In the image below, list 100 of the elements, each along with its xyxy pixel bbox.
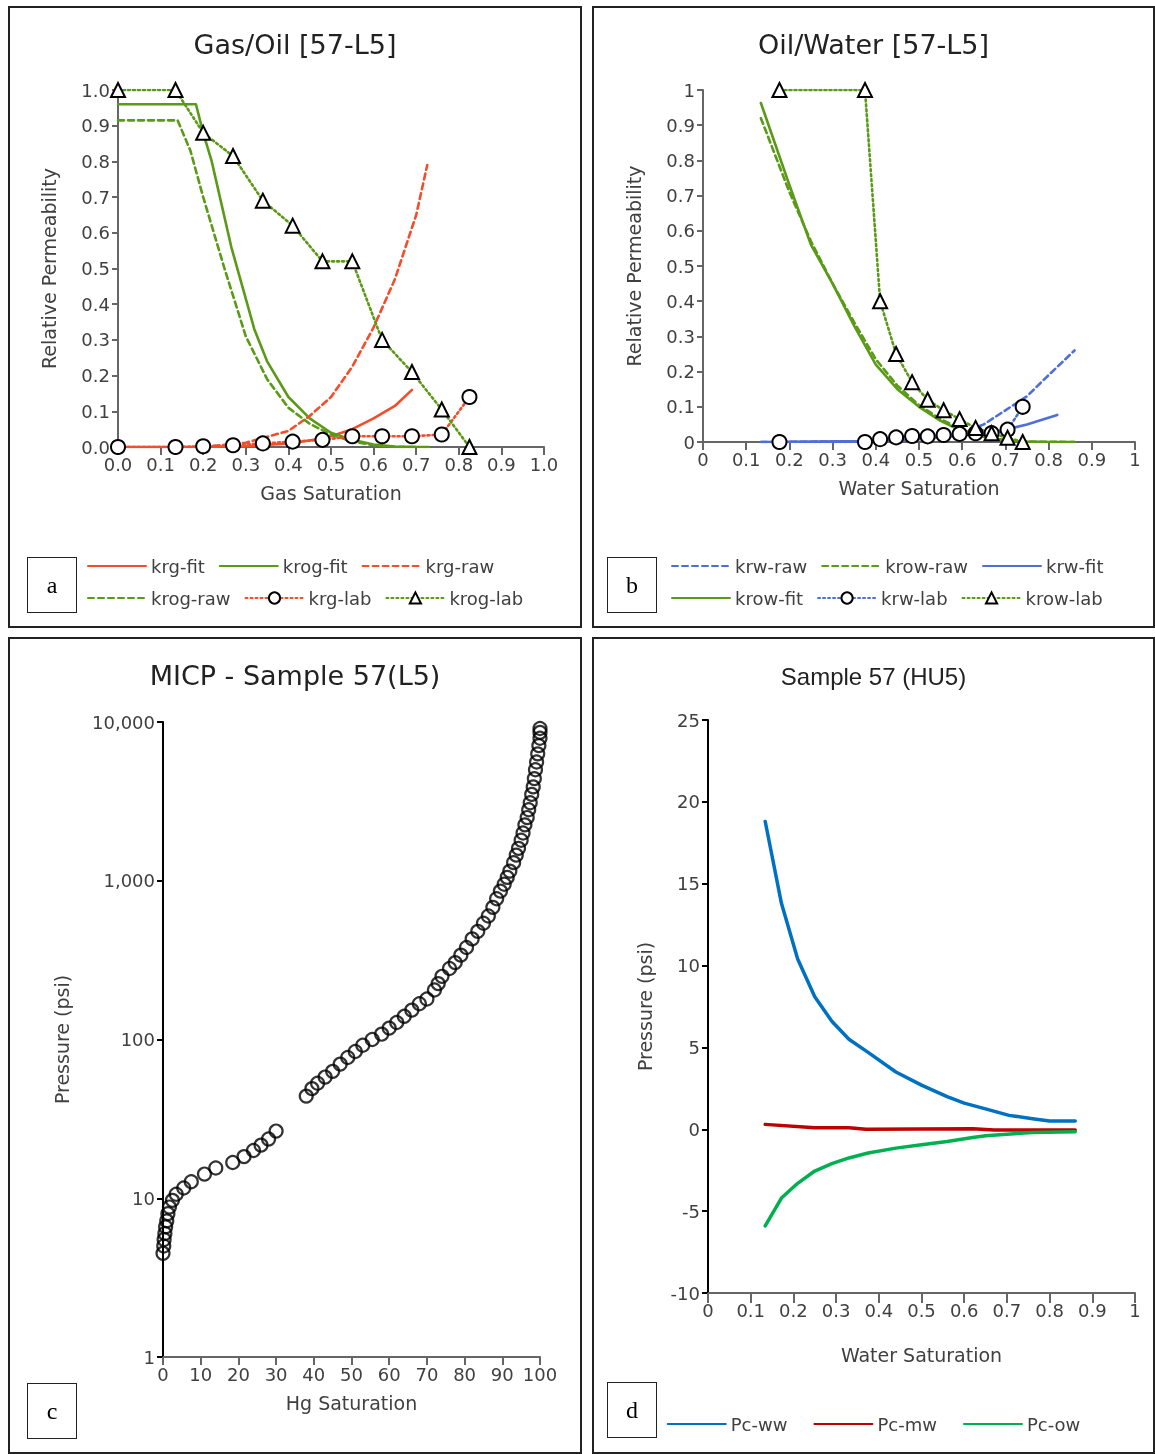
x-axis-title: Water Saturation [840, 1343, 1003, 1366]
x-tick-label: 0.6 [359, 453, 388, 475]
x-tick-label: 0.9 [1077, 448, 1107, 470]
chart-title: Gas/Oil [57-L5] [193, 29, 397, 60]
y-tick-label: 10 [132, 1187, 155, 1209]
x-tick-label: 30 [264, 1363, 288, 1385]
legend-label: krog-lab [449, 587, 524, 609]
x-tick-label: 0.7 [401, 453, 431, 475]
x-tick-label: 0.6 [949, 1299, 979, 1321]
y-tick-label: 0.4 [81, 293, 110, 315]
legend-label: Pc-ow [1026, 1413, 1081, 1435]
text: d [607, 1382, 657, 1438]
y-tick-label: 0.9 [666, 114, 695, 136]
x-axis-title: Hg Saturation [285, 1391, 418, 1414]
legend-label: krw-lab [881, 587, 948, 609]
y-tick-label: 25 [677, 709, 700, 731]
x-tick-label: 50 [340, 1363, 363, 1385]
x-tick-label: 0.5 [316, 453, 346, 475]
y-tick-label: 0.3 [81, 329, 110, 351]
legend-label: krow-raw [885, 555, 969, 577]
x-tick-label: 90 [490, 1363, 514, 1385]
x-tick-label: 0.8 [1034, 448, 1063, 470]
y-tick-label: -5 [682, 1200, 700, 1222]
x-tick-label: 0 [157, 1363, 169, 1385]
text: c [27, 1383, 77, 1439]
x-tick-label: 0.9 [1077, 1299, 1107, 1321]
y-tick-label: 0.2 [666, 361, 695, 383]
y-tick-label: 0.7 [81, 186, 110, 208]
x-tick-label: 0 [702, 1299, 714, 1321]
y-tick-label: 0.5 [666, 255, 695, 277]
y-tick-label: 0.1 [666, 396, 695, 418]
y-tick-label: 15 [677, 873, 700, 895]
chart-title: MICP - Sample 57(L5) [149, 660, 441, 691]
legend-label: krow-fit [735, 587, 804, 609]
chart-title: Oil/Water [57-L5] [757, 29, 990, 60]
y-tick-label: 5 [688, 1036, 700, 1058]
y-tick-label: 1,000 [103, 870, 155, 892]
y-tick-label: 20 [677, 791, 700, 813]
y-tick-label: 0.6 [81, 222, 110, 244]
x-tick-label: 0.7 [992, 1299, 1022, 1321]
x-tick-label: 100 [522, 1363, 558, 1385]
legend-label: krow-lab [1025, 587, 1103, 609]
x-tick-label: 0.8 [444, 453, 474, 475]
x-tick-label: 0.5 [907, 1299, 936, 1321]
x-axis-title: Water Saturation [838, 476, 1000, 499]
y-tick-label: 0.6 [666, 220, 695, 242]
x-tick-label: 0.4 [861, 448, 891, 470]
x-tick-label: 10 [189, 1363, 213, 1385]
x-tick-label: 0.4 [864, 1299, 894, 1321]
y-tick-label: 0.7 [666, 185, 695, 207]
text: b [607, 557, 657, 613]
y-tick-label: 0.5 [81, 258, 110, 279]
x-tick-label: 60 [377, 1363, 401, 1385]
y-tick-label: 10,000 [92, 711, 155, 733]
legend-label: krw-fit [1046, 555, 1104, 577]
x-tick-label: 0.1 [736, 1299, 766, 1321]
y-tick-label: 0.8 [666, 149, 695, 171]
legend-label: Pc-ww [730, 1413, 788, 1435]
y-tick-label: 0.1 [81, 400, 110, 422]
text: a [27, 557, 77, 613]
legend-label: krog-fit [282, 555, 348, 577]
x-tick-label: 0.3 [231, 453, 261, 475]
y-axis-title: Relative Permeability [622, 165, 645, 367]
x-tick-label: 20 [226, 1363, 250, 1385]
x-tick-label: 0.9 [487, 453, 516, 475]
y-axis-title: Pressure (psi) [50, 974, 73, 1105]
y-tick-label: 0 [688, 1118, 700, 1140]
legend-label: krog-raw [151, 587, 231, 609]
legend-label: krg-fit [151, 555, 205, 577]
legend-label: Pc-mw [877, 1413, 937, 1435]
x-tick-label: 80 [453, 1363, 477, 1385]
x-tick-label: 0.3 [821, 1299, 851, 1321]
y-tick-label: 0.3 [666, 325, 695, 347]
y-tick-label: 100 [120, 1029, 155, 1050]
x-tick-label: 0.7 [991, 448, 1020, 470]
x-tick-label: 1 [1129, 1299, 1141, 1321]
y-tick-label: 0.2 [81, 365, 110, 387]
y-tick-label: 1 [143, 1346, 155, 1368]
y-tick-label: 0.4 [666, 290, 695, 312]
y-tick-label: 1.0 [81, 79, 110, 101]
x-tick-label: 0.2 [188, 453, 218, 475]
x-tick-label: 40 [302, 1363, 326, 1385]
x-tick-label: 0.5 [904, 448, 934, 470]
x-tick-label: 0.3 [818, 448, 847, 470]
x-tick-label: 0.1 [146, 453, 175, 475]
y-axis-title: Pressure (psi) [633, 941, 656, 1072]
y-tick-label: 1 [683, 79, 695, 101]
x-tick-label: 0.2 [775, 448, 804, 470]
legend-label: krg-lab [308, 587, 372, 609]
x-tick-label: 70 [415, 1363, 439, 1385]
legend-label: krg-raw [425, 555, 495, 577]
x-tick-label: 1.0 [529, 453, 559, 475]
x-tick-label: 0.1 [731, 448, 761, 470]
legend-label: krw-raw [735, 555, 808, 577]
y-tick-label: 0 [683, 431, 695, 453]
x-tick-label: 0.8 [1035, 1299, 1064, 1321]
x-tick-label: 0.6 [947, 448, 977, 470]
chart-title: Sample 57 (HU5) [780, 662, 967, 690]
y-tick-label: -10 [670, 1282, 700, 1304]
y-tick-label: 10 [677, 955, 700, 977]
